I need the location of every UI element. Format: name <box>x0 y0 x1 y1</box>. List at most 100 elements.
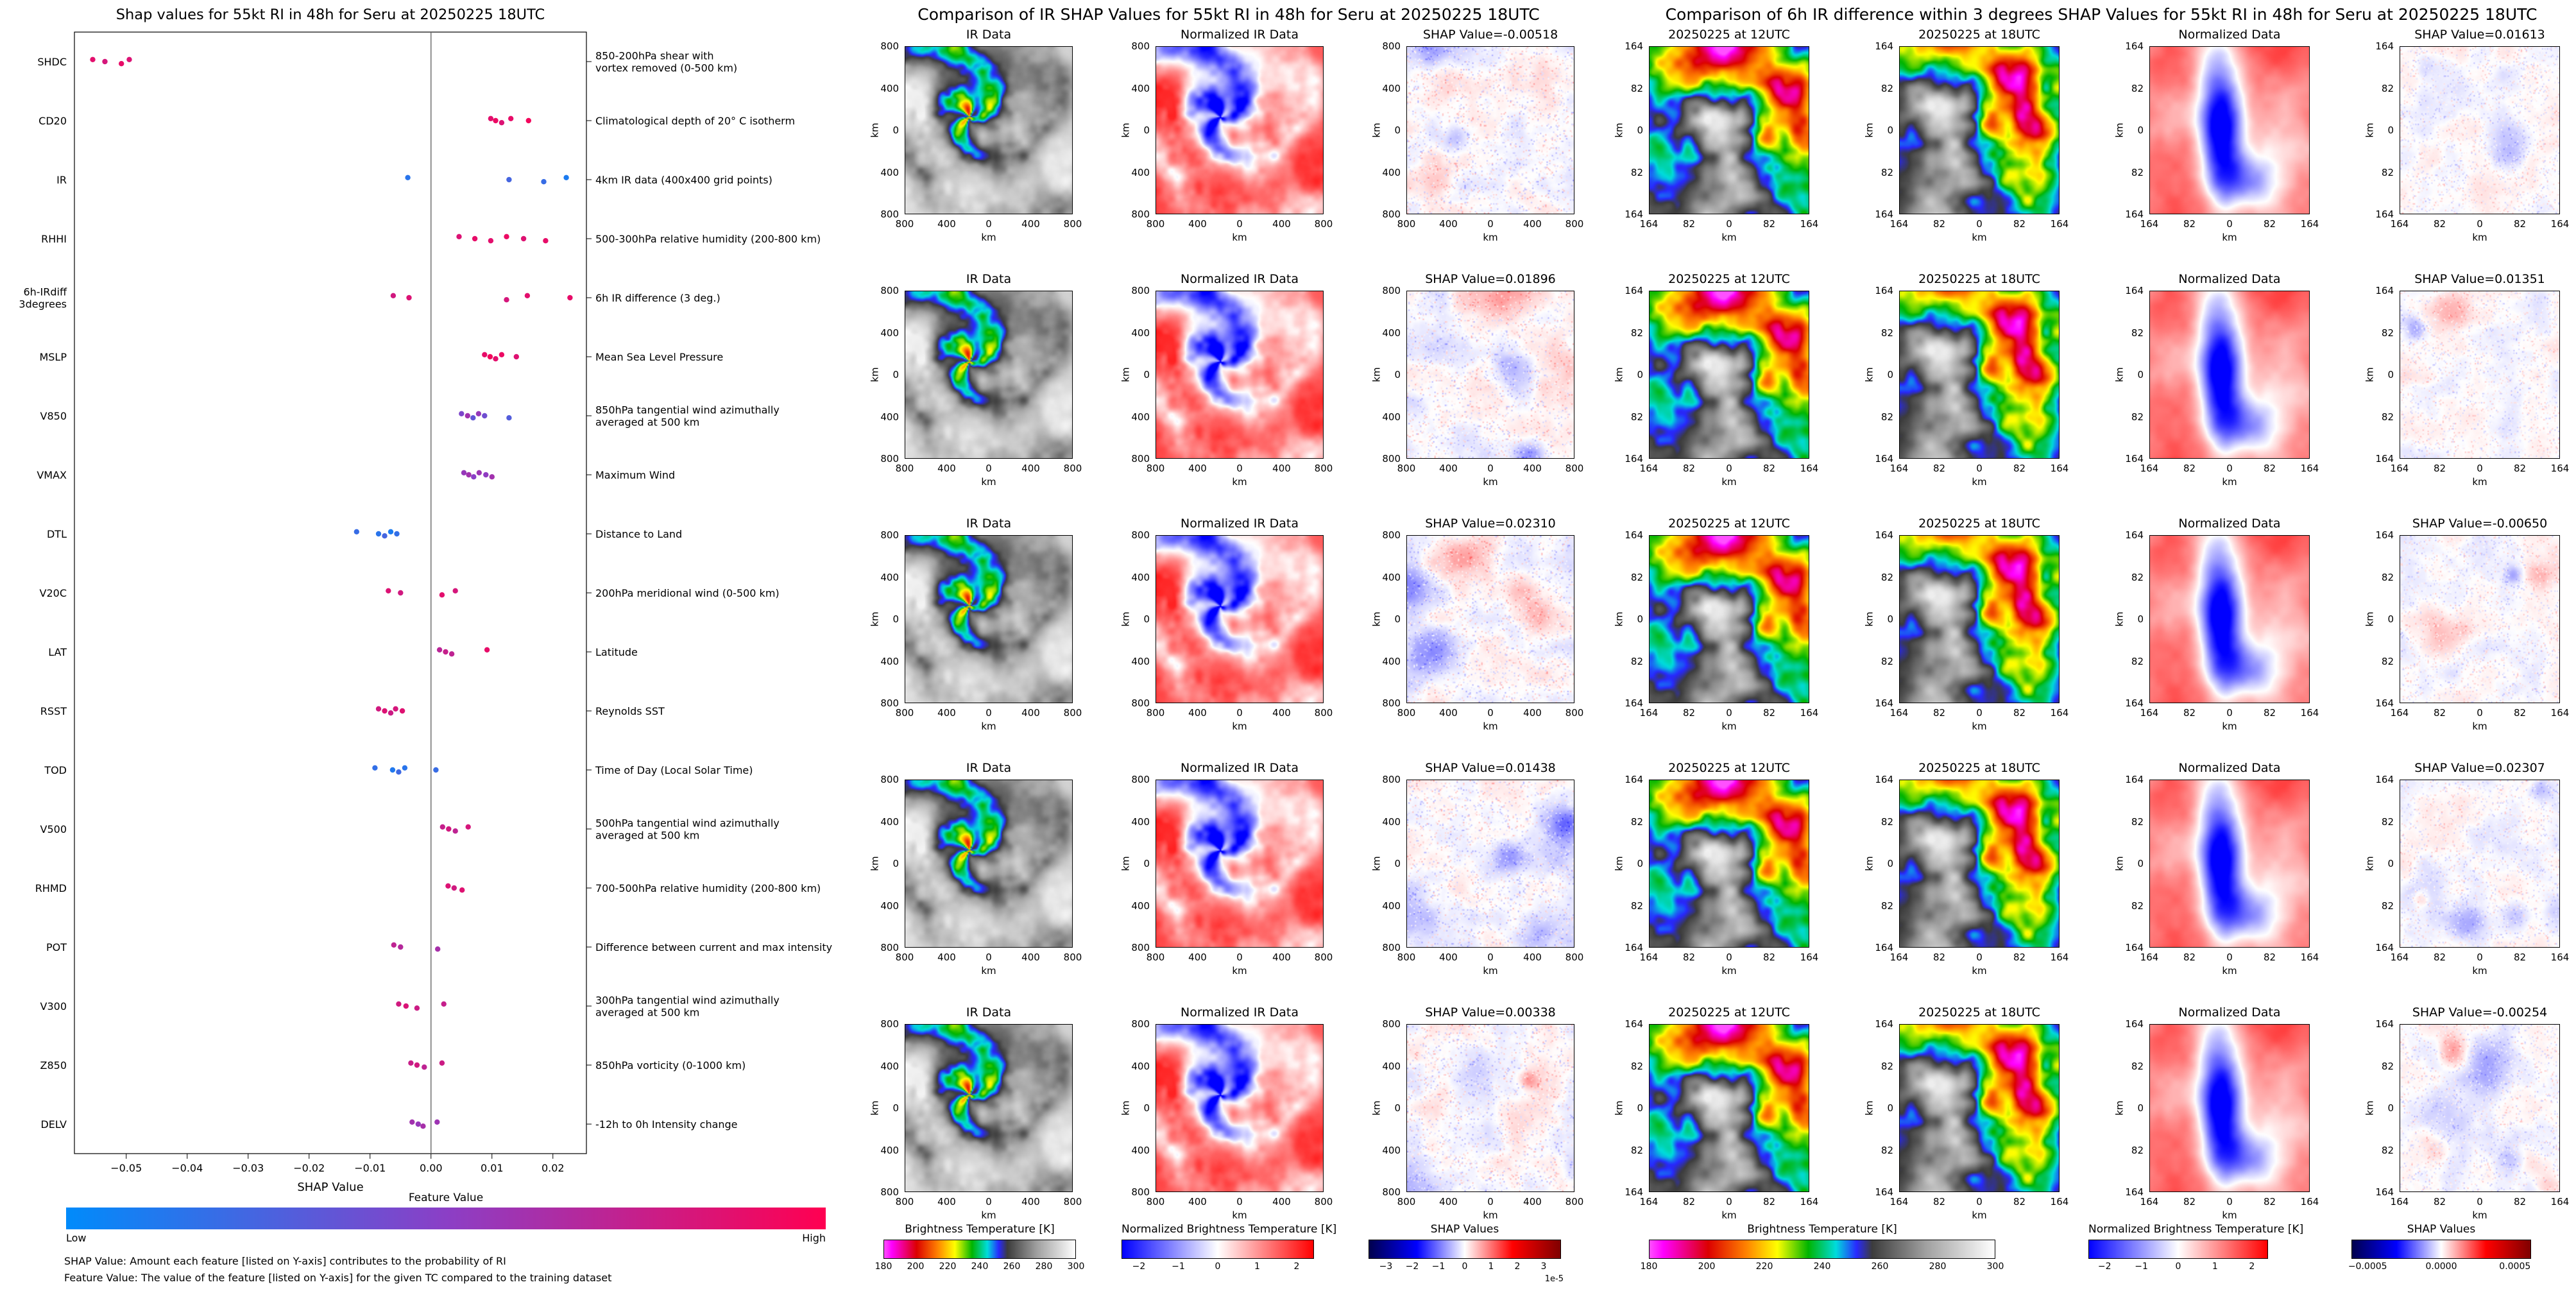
y-tick-label: 82 <box>2131 1060 2144 1072</box>
x-tick-label: 400 <box>1439 707 1458 719</box>
shap-point <box>399 708 405 714</box>
y-tick-label: 164 <box>1625 942 1643 953</box>
subplot-r5c2: 20250225 at 18UTC 164 164 82 82 0 0 82 82 164 164 k… <box>1864 1005 2069 1221</box>
shap-point <box>524 293 531 298</box>
colorbar-tick-label: 180 <box>874 1261 892 1272</box>
y-tick-label: 400 <box>1131 655 1150 667</box>
x-tick-label: 800 <box>1565 218 1584 230</box>
y-axis-label: km <box>1613 611 1625 627</box>
x-tick-label: 164 <box>2300 952 2319 963</box>
x-axis-label: km <box>981 721 996 732</box>
shap-point <box>525 117 531 124</box>
shap-point <box>354 529 359 534</box>
y-tick-label: 164 <box>1625 209 1643 220</box>
x-tick-label: 800 <box>1397 218 1416 230</box>
y-tick-label: 82 <box>1881 411 1893 423</box>
x-axis-label: km <box>1721 232 1737 243</box>
colorbar-label: SHAP Values <box>2407 1223 2476 1236</box>
feature-description: 850hPa vorticity (0-1000 km) <box>595 1059 746 1071</box>
feature-value-high-label: High <box>802 1232 826 1244</box>
subplot-title: IR Data <box>966 272 1012 286</box>
shapdiff-map-canvas <box>2400 291 2560 459</box>
shap-point <box>119 61 124 67</box>
x-tick-label: 800 <box>1565 463 1584 474</box>
y-tick-label: 82 <box>1881 1144 1893 1156</box>
ir12-map-canvas <box>1649 1024 1809 1192</box>
subplot-title: Normalized IR Data <box>1181 516 1299 531</box>
shap-point <box>405 175 411 180</box>
y-tick-label: 164 <box>2375 529 2394 541</box>
shap-point <box>459 887 465 893</box>
x-tick-label: 400 <box>1021 1196 1040 1208</box>
y-tick-label: 800 <box>880 40 899 52</box>
y-axis-label: km <box>1613 1100 1625 1116</box>
x-tick-label: −0.02 <box>293 1162 325 1174</box>
x-tick-label: 0 <box>1726 707 1732 719</box>
x-tick-label: 800 <box>1314 218 1333 230</box>
x-tick-label: 164 <box>1800 952 1819 963</box>
subplot-title: Normalized Data <box>2178 272 2281 286</box>
colorbar-tick-label: 260 <box>1871 1261 1889 1272</box>
y-tick-label: 800 <box>880 453 899 465</box>
y-tick-label: 400 <box>880 900 899 912</box>
ir18-map-canvas <box>1899 535 2060 703</box>
y-tick-label: 800 <box>880 1018 899 1030</box>
shap-point <box>375 531 382 537</box>
normdiff-map-canvas <box>2149 46 2310 214</box>
y-tick-label: 164 <box>1875 1186 1893 1198</box>
y-tick-label: 164 <box>1875 40 1893 52</box>
shap-point <box>499 352 505 357</box>
subplot-r4c3: Normalized Data 164 164 82 82 0 0 82 82 164 164 km k… <box>2114 761 2319 977</box>
x-tick-label: 400 <box>937 1196 956 1208</box>
y-tick-label: 164 <box>1875 453 1893 465</box>
shap-point <box>433 767 439 773</box>
shap-point <box>482 413 488 419</box>
colorbar-tick-label: 240 <box>971 1261 989 1272</box>
x-axis-label: km <box>1483 1209 1498 1221</box>
x-tick-label: 400 <box>1439 218 1458 230</box>
y-tick-label: 0 <box>1887 858 1893 869</box>
y-tick-label: 0 <box>2137 858 2144 869</box>
feature-label: RSST <box>40 705 67 717</box>
y-tick-label: 800 <box>1382 529 1401 541</box>
subplot-r4c1: IR Data 800 800 400 400 0 0 400 400 800 800 km km <box>869 761 1082 977</box>
x-tick-label: 800 <box>1397 707 1416 719</box>
x-tick-label: 164 <box>2140 1196 2159 1208</box>
shapdiff-map-canvas <box>2400 535 2560 703</box>
y-tick-label: 0 <box>2387 369 2394 380</box>
shap-point <box>466 472 472 478</box>
y-tick-label: 0 <box>2137 369 2144 380</box>
x-tick-label: 164 <box>2550 707 2570 719</box>
x-tick-label: 164 <box>2140 463 2159 474</box>
x-axis-label: km <box>1483 232 1498 243</box>
y-tick-label: 400 <box>1382 327 1401 339</box>
subplot-title: 20250225 at 18UTC <box>1918 761 2040 775</box>
feature-label: IR <box>56 174 67 186</box>
x-tick-label: 164 <box>1639 218 1659 230</box>
y-tick-label: 800 <box>1382 697 1401 709</box>
y-tick-label: 164 <box>2375 1186 2394 1198</box>
ir18-map-canvas <box>1899 1024 2060 1192</box>
x-tick-label: 400 <box>1523 952 1542 963</box>
colorbar-tick-label: 220 <box>939 1261 957 1272</box>
subplot-title: Normalized IR Data <box>1181 1005 1299 1020</box>
x-tick-label: 0 <box>1976 463 1983 474</box>
subplot-r1c1: 20250225 at 12UTC 164 164 82 82 0 0 82 82 164 164 k… <box>1614 28 1819 243</box>
x-tick-label: 164 <box>1800 463 1819 474</box>
x-tick-label: 0 <box>2477 463 2483 474</box>
x-tick-label: 82 <box>2263 218 2276 230</box>
y-tick-label: 0 <box>2387 858 2394 869</box>
x-tick-label: 164 <box>2390 1196 2409 1208</box>
ir12-map-canvas <box>1649 780 1809 948</box>
x-tick-label: 800 <box>1063 952 1082 963</box>
colorbar-offset-label: 1e-5 <box>1544 1274 1564 1284</box>
y-tick-label: 82 <box>2381 1144 2394 1156</box>
shap-point <box>470 415 476 421</box>
x-tick-label: 164 <box>2550 463 2570 474</box>
shap-point <box>398 590 404 596</box>
colorbar-tick-label: 0 <box>2175 1261 2181 1272</box>
colorbar-gradient <box>883 1240 1076 1259</box>
y-tick-label: 0 <box>1143 369 1150 380</box>
y-tick-label: 82 <box>1630 1060 1643 1072</box>
subplot-r2c2: Normalized IR Data 800 800 400 400 0 0 400 400 80… <box>1120 272 1333 488</box>
